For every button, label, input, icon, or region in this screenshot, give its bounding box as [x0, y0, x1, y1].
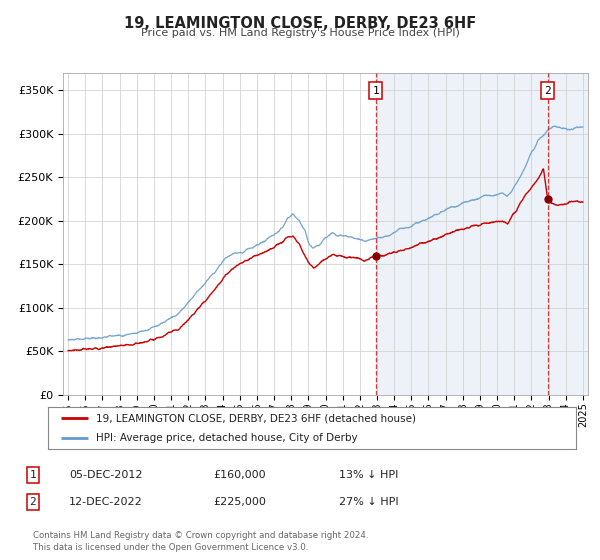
Text: 19, LEAMINGTON CLOSE, DERBY, DE23 6HF: 19, LEAMINGTON CLOSE, DERBY, DE23 6HF	[124, 16, 476, 31]
Text: 1: 1	[372, 86, 379, 96]
Text: Contains HM Land Registry data © Crown copyright and database right 2024.
This d: Contains HM Land Registry data © Crown c…	[33, 531, 368, 552]
Text: 12-DEC-2022: 12-DEC-2022	[69, 497, 143, 507]
Text: 2: 2	[29, 497, 37, 507]
Text: 19, LEAMINGTON CLOSE, DERBY, DE23 6HF (detached house): 19, LEAMINGTON CLOSE, DERBY, DE23 6HF (d…	[95, 413, 416, 423]
Text: £160,000: £160,000	[213, 470, 266, 480]
Text: Price paid vs. HM Land Registry's House Price Index (HPI): Price paid vs. HM Land Registry's House …	[140, 28, 460, 38]
Text: 13% ↓ HPI: 13% ↓ HPI	[339, 470, 398, 480]
Text: £225,000: £225,000	[213, 497, 266, 507]
Text: 2: 2	[544, 86, 551, 96]
Bar	[376, 73, 588, 395]
Text: 1: 1	[29, 470, 37, 480]
Text: HPI: Average price, detached house, City of Derby: HPI: Average price, detached house, City…	[95, 433, 357, 443]
Text: 05-DEC-2012: 05-DEC-2012	[69, 470, 143, 480]
Text: 27% ↓ HPI: 27% ↓ HPI	[339, 497, 398, 507]
